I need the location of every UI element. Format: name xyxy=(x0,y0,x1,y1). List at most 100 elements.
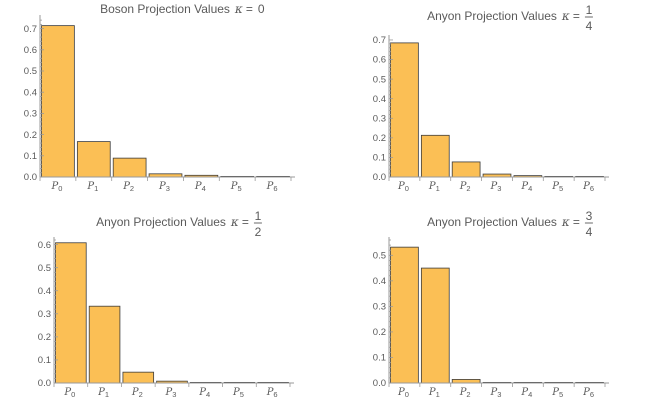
category-subscript: 1 xyxy=(105,390,109,399)
kappa-symbol: κ xyxy=(561,9,570,23)
category-subscript: 2 xyxy=(466,184,470,193)
x-tick-label: P5 xyxy=(232,387,244,399)
x-tick-label: P5 xyxy=(230,181,242,193)
bar-P0 xyxy=(41,25,75,178)
x-tick-label: P6 xyxy=(582,387,594,399)
y-tick-label: 0.2 xyxy=(24,130,37,141)
category-base: P xyxy=(165,387,173,398)
chart-title: Anyon Projection Values xyxy=(427,215,557,229)
category-subscript: 0 xyxy=(405,390,409,399)
category-subscript: 0 xyxy=(58,184,62,193)
category-base: P xyxy=(158,181,166,192)
y-tick-label: 0.5 xyxy=(24,66,37,77)
y-tick-label: 0.4 xyxy=(373,276,386,287)
chart-title: Anyon Projection Values xyxy=(96,215,226,229)
category-base: P xyxy=(97,387,105,398)
chart-panel-4: Anyon Projection Values κ = 3 4 0.0 0.1 0.2 0.3 0… xyxy=(373,209,609,399)
x-tick-label: P4 xyxy=(520,387,532,399)
category-subscript: 4 xyxy=(528,184,532,193)
category-subscript: 3 xyxy=(166,184,170,193)
category-base: P xyxy=(551,387,559,398)
category-base: P xyxy=(198,387,206,398)
category-subscript: 3 xyxy=(172,390,176,399)
y-tick-label: 0.0 xyxy=(373,378,386,389)
kappa-denominator: 4 xyxy=(586,225,593,239)
category-subscript: 3 xyxy=(497,390,501,399)
y-tick-label: 0.2 xyxy=(373,327,386,338)
chart-title: Boson Projection Values xyxy=(100,2,230,16)
x-tick-label: P3 xyxy=(490,387,502,399)
kappa-symbol: κ xyxy=(234,2,243,16)
x-tick-label: P2 xyxy=(122,181,134,193)
category-base: P xyxy=(551,181,559,192)
category-base: P xyxy=(520,181,528,192)
category-base: P xyxy=(582,181,590,192)
x-tick-label: P3 xyxy=(165,387,177,399)
category-base: P xyxy=(194,181,202,192)
x-tick-label: P0 xyxy=(63,387,75,399)
category-subscript: 1 xyxy=(436,184,440,193)
kappa-value: 0 xyxy=(258,2,265,16)
y-tick-label: 0.7 xyxy=(24,24,37,35)
x-tick-label: P3 xyxy=(490,181,502,193)
category-base: P xyxy=(582,387,590,398)
category-base: P xyxy=(459,181,467,192)
category-base: P xyxy=(230,181,238,192)
kappa-denominator: 4 xyxy=(586,19,593,33)
x-tick-label: P1 xyxy=(86,181,98,193)
y-tick-label: 0.5 xyxy=(373,251,386,262)
category-base: P xyxy=(428,387,436,398)
category-base: P xyxy=(63,387,71,398)
y-tick-label: 0.0 xyxy=(373,172,386,183)
x-tick-label: P6 xyxy=(266,181,278,193)
equals-sign: = xyxy=(246,2,253,16)
category-subscript: 5 xyxy=(559,184,563,193)
y-tick-label: 0.0 xyxy=(24,172,37,183)
x-tick-label: P4 xyxy=(520,181,532,193)
category-subscript: 2 xyxy=(466,390,470,399)
y-tick-label: 0.1 xyxy=(373,353,386,364)
bar-P0 xyxy=(390,246,419,384)
category-subscript: 1 xyxy=(94,184,98,193)
category-base: P xyxy=(490,181,498,192)
category-subscript: 0 xyxy=(405,184,409,193)
y-tick-label: 0.3 xyxy=(38,309,51,320)
x-tick-label: P2 xyxy=(459,387,471,399)
category-subscript: 5 xyxy=(240,390,244,399)
y-tick-label: 0.5 xyxy=(373,74,386,85)
category-subscript: 1 xyxy=(436,390,440,399)
y-tick-label: 0.2 xyxy=(38,332,51,343)
x-tick-label: P6 xyxy=(266,387,278,399)
bar-P0 xyxy=(55,242,87,384)
category-base: P xyxy=(266,181,274,192)
y-tick-label: 0.1 xyxy=(24,151,37,162)
kappa-symbol: κ xyxy=(561,215,570,229)
category-subscript: 3 xyxy=(497,184,501,193)
x-tick-label: P4 xyxy=(198,387,210,399)
x-tick-label: P1 xyxy=(428,387,440,399)
equals-sign: = xyxy=(573,9,580,23)
category-base: P xyxy=(122,181,130,192)
y-tick-label: 0.3 xyxy=(373,302,386,313)
category-base: P xyxy=(86,181,94,192)
category-base: P xyxy=(50,181,58,192)
category-subscript: 6 xyxy=(590,390,594,399)
y-tick-label: 0.2 xyxy=(373,133,386,144)
y-tick-label: 0.1 xyxy=(373,153,386,164)
category-base: P xyxy=(397,181,405,192)
y-tick-label: 0.7 xyxy=(373,35,386,46)
chart-panel-3: Anyon Projection Values κ = 1 2 0.0 0.1 0.2 0.3 0… xyxy=(38,209,294,399)
y-tick-label: 0.6 xyxy=(38,240,51,251)
y-tick-label: 0.3 xyxy=(373,113,386,124)
category-base: P xyxy=(131,387,139,398)
x-tick-label: P4 xyxy=(194,181,206,193)
category-base: P xyxy=(397,387,405,398)
bar-P2 xyxy=(451,161,481,178)
category-base: P xyxy=(266,387,274,398)
bar-P1 xyxy=(76,141,111,178)
kappa-numerator: 3 xyxy=(586,209,593,223)
category-subscript: 2 xyxy=(130,184,134,193)
bar-P0 xyxy=(390,42,419,178)
